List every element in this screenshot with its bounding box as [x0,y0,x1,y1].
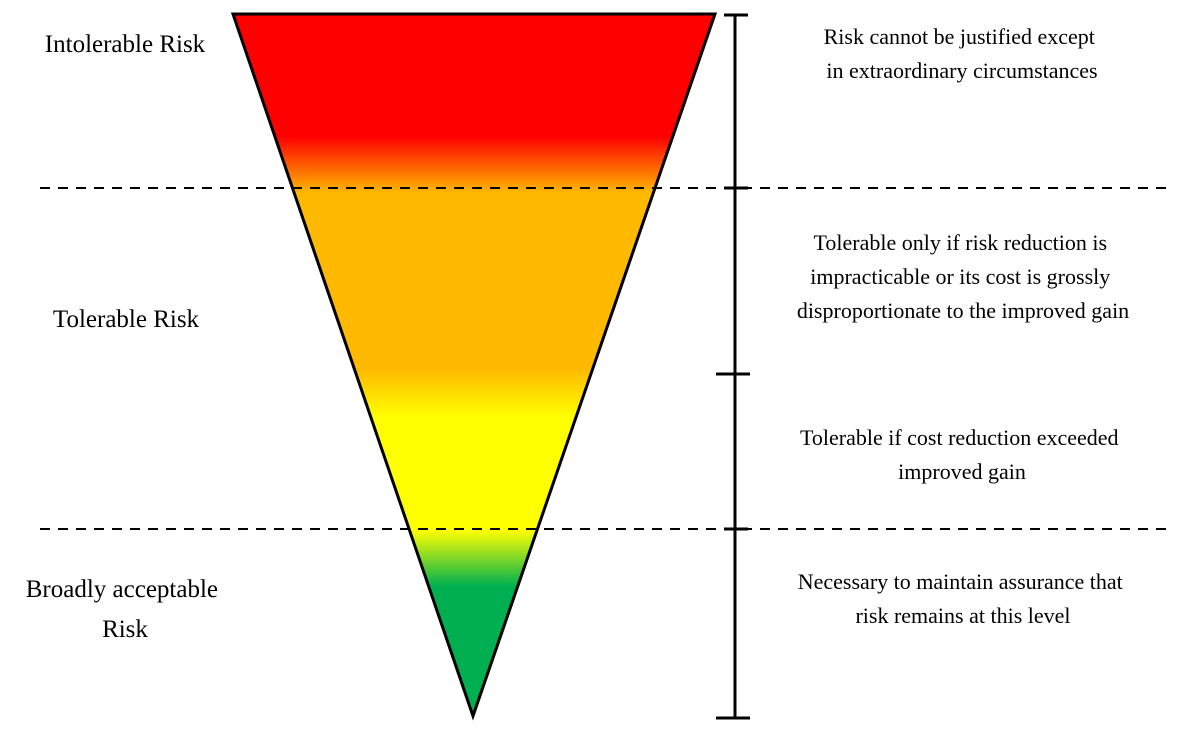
zone-label-tolerable: Tolerable Risk [53,306,200,333]
risk-triangle [230,12,718,721]
description-broadly-acceptable: Necessary to maintain assurance that ris… [798,569,1128,628]
description-tolerable-lower: Tolerable if cost reduction exceeded imp… [800,425,1124,484]
description-intolerable: Risk cannot be justified except in extra… [824,24,1101,83]
scale-bar [716,13,750,720]
zone-label-broadly-acceptable: Broadly acceptable Risk [26,576,225,643]
zone-label-intolerable: Intolerable Risk [45,31,206,58]
description-tolerable-upper: Tolerable only if risk reduction is impr… [797,230,1129,323]
